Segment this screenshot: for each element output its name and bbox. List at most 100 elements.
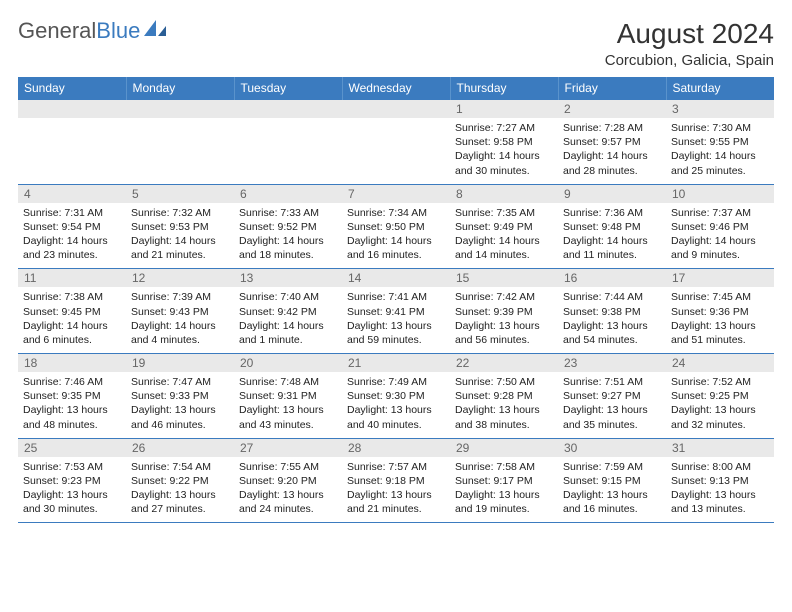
day-number: 9	[558, 185, 666, 203]
day-number: 16	[558, 269, 666, 287]
day-details: Sunrise: 7:57 AMSunset: 9:18 PMDaylight:…	[342, 457, 450, 523]
calendar-day-cell	[234, 100, 342, 185]
day-details: Sunrise: 8:00 AMSunset: 9:13 PMDaylight:…	[666, 457, 774, 523]
day-number: 2	[558, 100, 666, 118]
day-details: Sunrise: 7:58 AMSunset: 9:17 PMDaylight:…	[450, 457, 558, 523]
day-number: 28	[342, 439, 450, 457]
calendar-week-row: 11Sunrise: 7:38 AMSunset: 9:45 PMDayligh…	[18, 269, 774, 354]
day-details: Sunrise: 7:49 AMSunset: 9:30 PMDaylight:…	[342, 372, 450, 438]
day-number: 6	[234, 185, 342, 203]
day-number: 15	[450, 269, 558, 287]
calendar-day-cell: 31Sunrise: 8:00 AMSunset: 9:13 PMDayligh…	[666, 438, 774, 523]
calendar-day-cell: 7Sunrise: 7:34 AMSunset: 9:50 PMDaylight…	[342, 184, 450, 269]
day-details: Sunrise: 7:48 AMSunset: 9:31 PMDaylight:…	[234, 372, 342, 438]
day-number: 10	[666, 185, 774, 203]
calendar-day-cell: 25Sunrise: 7:53 AMSunset: 9:23 PMDayligh…	[18, 438, 126, 523]
day-details: Sunrise: 7:30 AMSunset: 9:55 PMDaylight:…	[666, 118, 774, 184]
calendar-day-cell: 8Sunrise: 7:35 AMSunset: 9:49 PMDaylight…	[450, 184, 558, 269]
page-subtitle: Corcubion, Galicia, Spain	[605, 52, 774, 69]
day-details: Sunrise: 7:38 AMSunset: 9:45 PMDaylight:…	[18, 287, 126, 353]
calendar-day-cell: 14Sunrise: 7:41 AMSunset: 9:41 PMDayligh…	[342, 269, 450, 354]
day-details: Sunrise: 7:52 AMSunset: 9:25 PMDaylight:…	[666, 372, 774, 438]
calendar-day-cell: 18Sunrise: 7:46 AMSunset: 9:35 PMDayligh…	[18, 354, 126, 439]
calendar-day-cell: 21Sunrise: 7:49 AMSunset: 9:30 PMDayligh…	[342, 354, 450, 439]
day-number: 24	[666, 354, 774, 372]
calendar-week-row: 25Sunrise: 7:53 AMSunset: 9:23 PMDayligh…	[18, 438, 774, 523]
weekday-header: Tuesday	[234, 77, 342, 100]
calendar-day-cell	[126, 100, 234, 185]
day-number: 20	[234, 354, 342, 372]
day-details: Sunrise: 7:40 AMSunset: 9:42 PMDaylight:…	[234, 287, 342, 353]
title-block: August 2024 Corcubion, Galicia, Spain	[605, 18, 774, 69]
calendar-day-cell: 19Sunrise: 7:47 AMSunset: 9:33 PMDayligh…	[126, 354, 234, 439]
calendar-day-cell: 16Sunrise: 7:44 AMSunset: 9:38 PMDayligh…	[558, 269, 666, 354]
day-details: Sunrise: 7:42 AMSunset: 9:39 PMDaylight:…	[450, 287, 558, 353]
day-number: 26	[126, 439, 234, 457]
day-details: Sunrise: 7:41 AMSunset: 9:41 PMDaylight:…	[342, 287, 450, 353]
calendar-day-cell: 1Sunrise: 7:27 AMSunset: 9:58 PMDaylight…	[450, 100, 558, 185]
calendar-day-cell: 29Sunrise: 7:58 AMSunset: 9:17 PMDayligh…	[450, 438, 558, 523]
calendar-week-row: 1Sunrise: 7:27 AMSunset: 9:58 PMDaylight…	[18, 100, 774, 185]
calendar-day-cell: 6Sunrise: 7:33 AMSunset: 9:52 PMDaylight…	[234, 184, 342, 269]
calendar-day-cell: 2Sunrise: 7:28 AMSunset: 9:57 PMDaylight…	[558, 100, 666, 185]
weekday-header: Saturday	[666, 77, 774, 100]
day-details: Sunrise: 7:47 AMSunset: 9:33 PMDaylight:…	[126, 372, 234, 438]
day-details: Sunrise: 7:33 AMSunset: 9:52 PMDaylight:…	[234, 203, 342, 269]
day-number: 11	[18, 269, 126, 287]
day-details: Sunrise: 7:35 AMSunset: 9:49 PMDaylight:…	[450, 203, 558, 269]
calendar-table: SundayMondayTuesdayWednesdayThursdayFrid…	[18, 77, 774, 523]
calendar-day-cell	[18, 100, 126, 185]
calendar-day-cell: 27Sunrise: 7:55 AMSunset: 9:20 PMDayligh…	[234, 438, 342, 523]
weekday-header: Sunday	[18, 77, 126, 100]
day-details: Sunrise: 7:45 AMSunset: 9:36 PMDaylight:…	[666, 287, 774, 353]
calendar-day-cell: 5Sunrise: 7:32 AMSunset: 9:53 PMDaylight…	[126, 184, 234, 269]
weekday-header: Thursday	[450, 77, 558, 100]
day-details: Sunrise: 7:59 AMSunset: 9:15 PMDaylight:…	[558, 457, 666, 523]
day-number: 3	[666, 100, 774, 118]
day-details: Sunrise: 7:53 AMSunset: 9:23 PMDaylight:…	[18, 457, 126, 523]
day-details: Sunrise: 7:27 AMSunset: 9:58 PMDaylight:…	[450, 118, 558, 184]
day-number: 17	[666, 269, 774, 287]
calendar-day-cell: 24Sunrise: 7:52 AMSunset: 9:25 PMDayligh…	[666, 354, 774, 439]
day-number: 12	[126, 269, 234, 287]
calendar-day-cell	[342, 100, 450, 185]
calendar-day-cell: 26Sunrise: 7:54 AMSunset: 9:22 PMDayligh…	[126, 438, 234, 523]
calendar-day-cell: 13Sunrise: 7:40 AMSunset: 9:42 PMDayligh…	[234, 269, 342, 354]
calendar-day-cell: 28Sunrise: 7:57 AMSunset: 9:18 PMDayligh…	[342, 438, 450, 523]
calendar-week-row: 18Sunrise: 7:46 AMSunset: 9:35 PMDayligh…	[18, 354, 774, 439]
calendar-day-cell: 17Sunrise: 7:45 AMSunset: 9:36 PMDayligh…	[666, 269, 774, 354]
day-details: Sunrise: 7:34 AMSunset: 9:50 PMDaylight:…	[342, 203, 450, 269]
day-number: 25	[18, 439, 126, 457]
day-number: 4	[18, 185, 126, 203]
day-number: 8	[450, 185, 558, 203]
calendar-day-cell: 20Sunrise: 7:48 AMSunset: 9:31 PMDayligh…	[234, 354, 342, 439]
day-number: 29	[450, 439, 558, 457]
weekday-header: Wednesday	[342, 77, 450, 100]
day-details: Sunrise: 7:55 AMSunset: 9:20 PMDaylight:…	[234, 457, 342, 523]
day-details: Sunrise: 7:37 AMSunset: 9:46 PMDaylight:…	[666, 203, 774, 269]
day-number: 23	[558, 354, 666, 372]
day-number: 31	[666, 439, 774, 457]
day-details: Sunrise: 7:51 AMSunset: 9:27 PMDaylight:…	[558, 372, 666, 438]
calendar-day-cell: 9Sunrise: 7:36 AMSunset: 9:48 PMDaylight…	[558, 184, 666, 269]
day-number: 22	[450, 354, 558, 372]
calendar-day-cell: 12Sunrise: 7:39 AMSunset: 9:43 PMDayligh…	[126, 269, 234, 354]
day-number: 14	[342, 269, 450, 287]
day-details: Sunrise: 7:31 AMSunset: 9:54 PMDaylight:…	[18, 203, 126, 269]
day-details: Sunrise: 7:50 AMSunset: 9:28 PMDaylight:…	[450, 372, 558, 438]
calendar-day-cell: 11Sunrise: 7:38 AMSunset: 9:45 PMDayligh…	[18, 269, 126, 354]
day-details: Sunrise: 7:54 AMSunset: 9:22 PMDaylight:…	[126, 457, 234, 523]
day-details: Sunrise: 7:28 AMSunset: 9:57 PMDaylight:…	[558, 118, 666, 184]
logo-text-1: General	[18, 18, 96, 44]
calendar-day-cell: 4Sunrise: 7:31 AMSunset: 9:54 PMDaylight…	[18, 184, 126, 269]
day-details: Sunrise: 7:39 AMSunset: 9:43 PMDaylight:…	[126, 287, 234, 353]
day-details: Sunrise: 7:36 AMSunset: 9:48 PMDaylight:…	[558, 203, 666, 269]
calendar-day-cell: 22Sunrise: 7:50 AMSunset: 9:28 PMDayligh…	[450, 354, 558, 439]
day-number: 18	[18, 354, 126, 372]
day-details: Sunrise: 7:32 AMSunset: 9:53 PMDaylight:…	[126, 203, 234, 269]
page-title: August 2024	[605, 18, 774, 50]
day-number: 21	[342, 354, 450, 372]
logo: GeneralBlue	[18, 18, 168, 44]
day-number: 1	[450, 100, 558, 118]
day-details: Sunrise: 7:44 AMSunset: 9:38 PMDaylight:…	[558, 287, 666, 353]
